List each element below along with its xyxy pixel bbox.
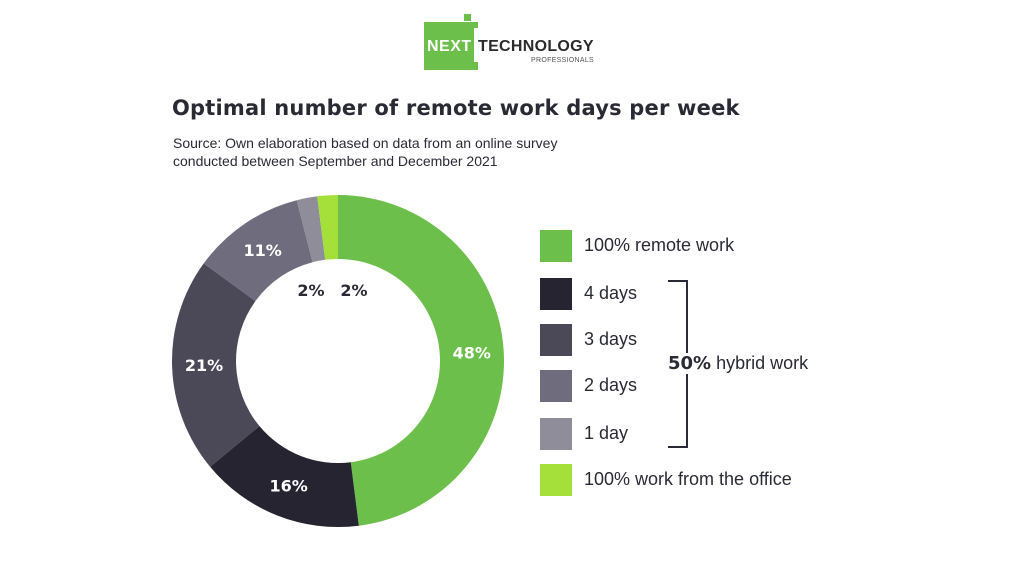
- donut-slice-100-remote-work: [338, 195, 505, 526]
- donut-slice-100-work-from-the-office: [317, 195, 338, 260]
- slice-data-label: 48%: [453, 344, 491, 363]
- donut-slice-3-days: [172, 263, 260, 467]
- legend-swatch: [540, 370, 572, 402]
- legend-label: 4 days: [584, 283, 638, 303]
- legend-swatch: [540, 418, 572, 450]
- donut-slice-4-days: [210, 426, 359, 527]
- slice-data-label: 16%: [270, 477, 308, 496]
- legend-swatch: [540, 278, 572, 310]
- legend-swatch: [540, 230, 572, 262]
- chart-source-note: Source: Own elaboration based on data fr…: [173, 134, 633, 170]
- source-line-1: Source: Own elaboration based on data fr…: [173, 135, 558, 151]
- source-line-2: conducted between September and December…: [173, 153, 498, 169]
- logo-text-next: NEXT: [427, 38, 472, 55]
- legend-label: 1 day: [584, 423, 629, 443]
- logo-text-professionals: PROFESSIONALS: [531, 57, 595, 64]
- slice-data-label: 11%: [244, 241, 282, 260]
- logo-pixel-decoration: [472, 62, 478, 70]
- legend-label: 100% work from the office: [584, 469, 792, 489]
- donut-slice-2-days: [203, 200, 313, 302]
- legend-label: 3 days: [584, 329, 638, 349]
- legend-swatch: [540, 464, 572, 496]
- logo-pixel-decoration: [464, 14, 471, 21]
- next-technology-logo: NEXT TECHNOLOGY PROFESSIONALS: [424, 14, 604, 70]
- legend-swatch: [540, 324, 572, 356]
- logo-pixel-decoration: [472, 22, 478, 28]
- hybrid-annotation: 50% hybrid work: [666, 353, 811, 374]
- legend-label: 2 days: [584, 375, 638, 395]
- legend-label: 100% remote work: [584, 235, 735, 255]
- hybrid-label: hybrid work: [716, 353, 809, 373]
- slice-data-label: 2%: [340, 281, 367, 300]
- hybrid-value: 50%: [668, 353, 712, 374]
- donut-slice-1-day: [296, 196, 326, 263]
- chart-title: Optimal number of remote work days per w…: [172, 96, 740, 120]
- slice-data-label: 2%: [297, 281, 324, 300]
- logo-green-block: [424, 22, 474, 70]
- slice-data-label: 21%: [185, 356, 223, 375]
- logo-text-technology: TECHNOLOGY: [478, 38, 594, 55]
